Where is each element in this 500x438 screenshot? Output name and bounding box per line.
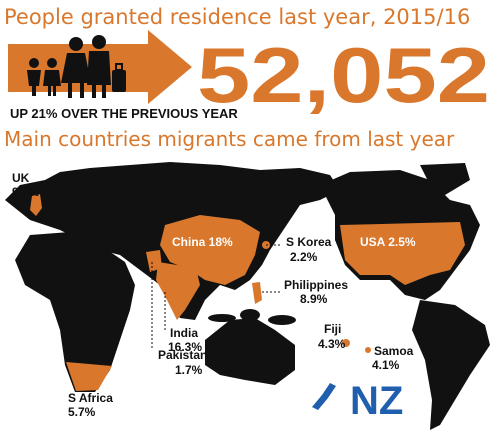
label-value: 4.1% bbox=[372, 358, 400, 372]
label-value: 1.7% bbox=[175, 363, 203, 377]
label-value: 2.2% bbox=[290, 250, 318, 264]
change: UP 21% OVER THE PREVIOUS YEAR bbox=[10, 106, 238, 121]
family-icon bbox=[27, 35, 126, 98]
label-name: S Korea bbox=[286, 235, 332, 249]
label-name: Pakistan bbox=[158, 348, 207, 362]
map bbox=[5, 162, 490, 430]
label-value: 9.5% bbox=[12, 185, 40, 199]
label-value: 4.3% bbox=[318, 337, 346, 351]
label-name: S Africa bbox=[68, 391, 113, 405]
label-inline: China 18% bbox=[172, 235, 233, 249]
label-value: 8.9% bbox=[300, 292, 328, 306]
total: 52,052 bbox=[197, 31, 490, 119]
label-value: 5.7% bbox=[68, 405, 96, 419]
label-name: Fiji bbox=[324, 322, 341, 336]
label-value: 16.3% bbox=[168, 340, 202, 354]
nz-label: NZ bbox=[350, 379, 403, 423]
label-name: UK bbox=[12, 171, 30, 185]
label-name: India bbox=[170, 326, 198, 340]
label-inline: USA 2.5% bbox=[360, 235, 416, 249]
label-name: Philippines bbox=[284, 278, 348, 292]
title: People granted residence last year, 2015… bbox=[4, 5, 470, 29]
label-name: Samoa bbox=[374, 344, 414, 358]
map-title: Main countries migrants came from last y… bbox=[4, 127, 455, 151]
